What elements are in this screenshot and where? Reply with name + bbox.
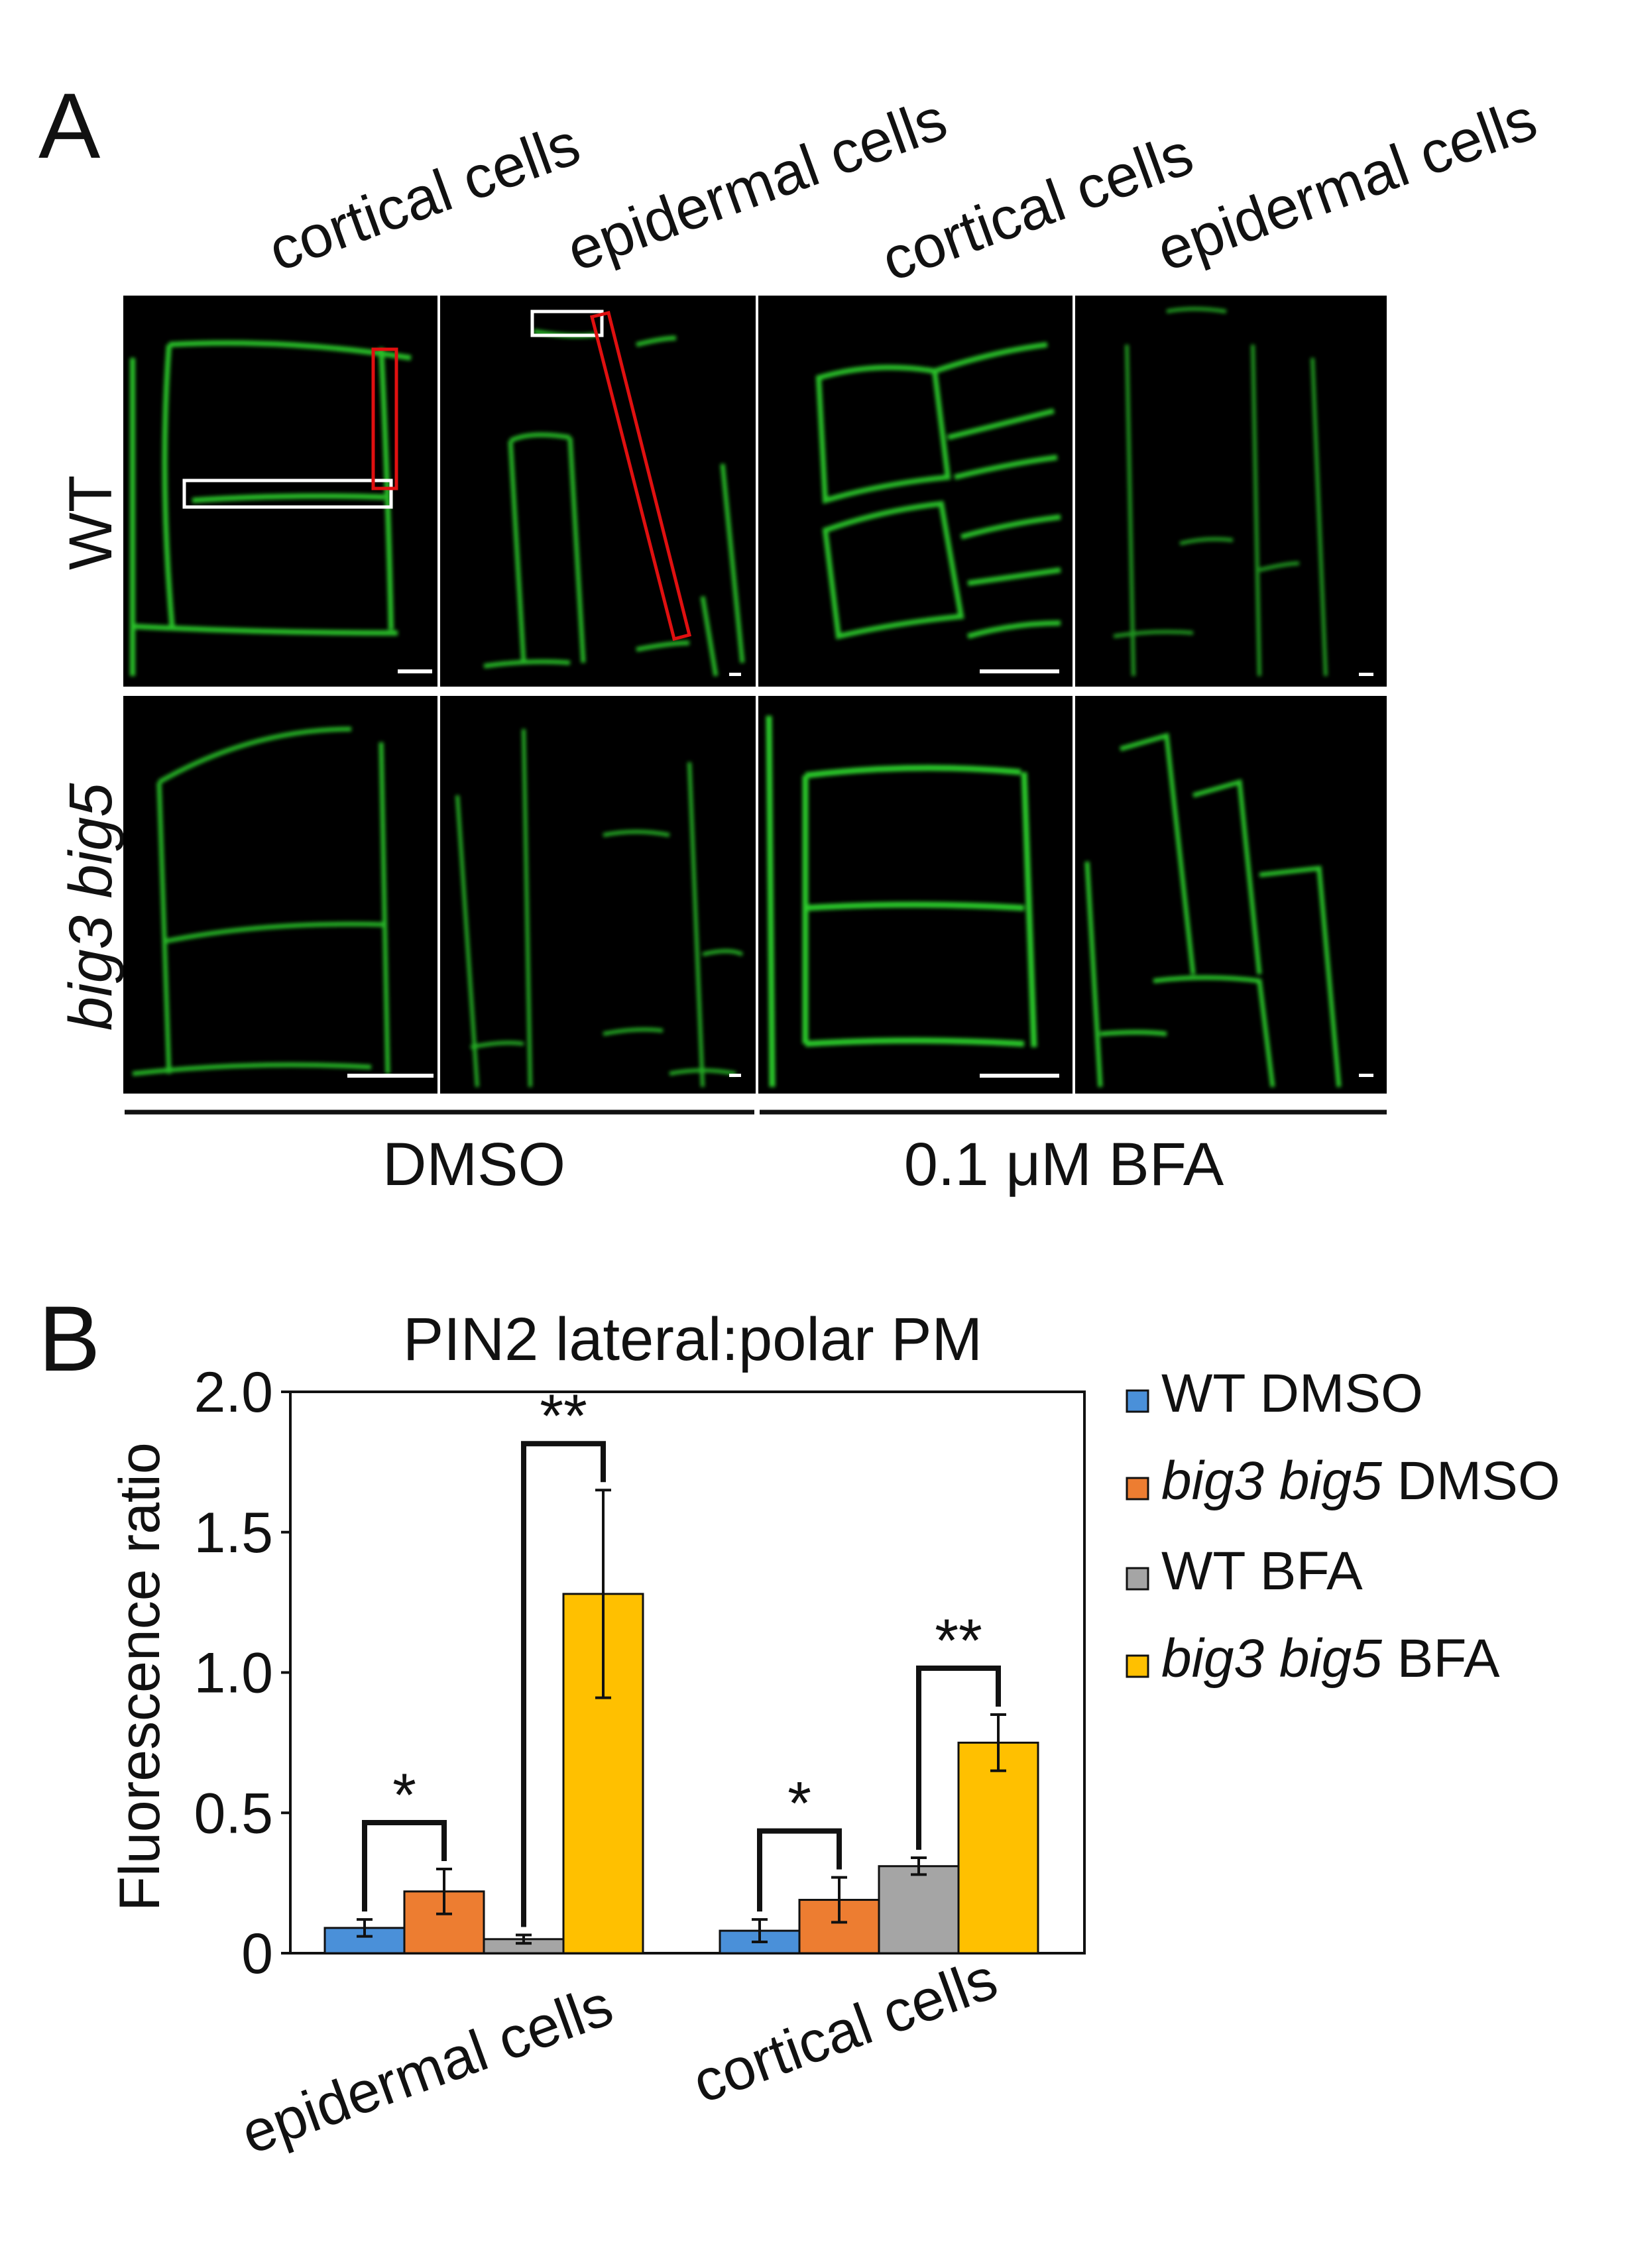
y-tick-label-4: 2.0 [194,1361,273,1424]
polar-roi-box-epidermal [589,310,692,642]
y-tick-label-1: 0.5 [194,1782,273,1845]
micrograph-mutant-bfa-epidermal [1075,696,1387,1094]
legend-label-2: WT BFA [1161,1541,1363,1601]
row-label-mutant: big3 big5 [57,783,125,1031]
micrograph-mutant-dmso-epidermal [440,696,756,1094]
micrograph-mutant-bfa-cortical [758,696,1073,1094]
panel-b: B PIN2 lateral:polar PM Fluorescence rat… [38,1286,1560,2167]
legend-label-1: big3 big5 DMSO [1161,1451,1560,1511]
y-axis-ticks: 0 0.5 1.0 1.5 2.0 [194,1361,290,1986]
x-axis-labels: epidermal cells cortical cells [233,1945,1005,2167]
significance-label-3: ** [935,1607,982,1675]
legend-label-0: WT DMSO [1161,1363,1423,1424]
panel-a: A cortical cells epidermal cells cortica… [38,74,1545,1198]
micrograph-wt-dmso-epidermal [440,296,756,687]
y-axis-label: Fluorescence ratio [108,1442,172,1911]
significance-layer: ****** [362,1383,1001,1927]
micrograph-wt-bfa-epidermal [1075,296,1387,687]
bar-layer [323,1593,1039,1955]
column-header-1: cortical cells [261,111,589,284]
significance-label-0: * [392,1762,416,1829]
x-category-label-0: epidermal cells [233,1972,620,2167]
treatment-label-dmso: DMSO [382,1131,565,1198]
column-header-4: epidermal cells [1149,86,1545,284]
y-tick-label-0: 0 [241,1922,273,1986]
significance-bracket-3 [916,1666,1001,1850]
polar-roi-box [371,347,398,490]
legend-swatch-2 [1126,1567,1149,1591]
legend-swatch-1 [1126,1477,1149,1501]
bar-1-2 [878,1865,960,1955]
micrograph-wt-bfa-cortical [758,296,1073,687]
y-tick-label-3: 1.5 [194,1501,273,1565]
y-tick-label-2: 1.0 [194,1642,273,1705]
bar-1-3 [957,1741,1039,1955]
lateral-roi-box-epidermal [530,310,604,337]
significance-bracket-2 [757,1828,842,1912]
x-category-label-1: cortical cells [684,1945,1005,2116]
error-bar-layer [357,1489,1006,1945]
treatment-label-bfa: 0.1 μM BFA [904,1131,1224,1198]
legend-label-3: big3 big5 BFA [1161,1628,1500,1689]
legend-swatch-0 [1126,1389,1149,1413]
legend: WT DMSO big3 big5 DMSO WT BFA big3 big5 BFA [1126,1363,1560,1689]
micrograph-mutant-dmso-cortical [123,696,437,1094]
chart-title: PIN2 lateral:polar PM [403,1306,982,1373]
row-label-wt: WT [57,475,125,570]
significance-bracket-0 [362,1819,447,1912]
significance-bracket-1 [521,1441,606,1927]
panel-a-label: A [38,74,101,178]
panel-b-label: B [38,1286,100,1390]
micrograph-grid [123,296,1387,1094]
significance-label-2: * [787,1770,811,1838]
legend-swatch-3 [1126,1654,1149,1678]
significance-label-1: ** [540,1383,587,1450]
lateral-roi-box [182,479,393,509]
micrograph-wt-dmso-cortical [123,296,437,687]
